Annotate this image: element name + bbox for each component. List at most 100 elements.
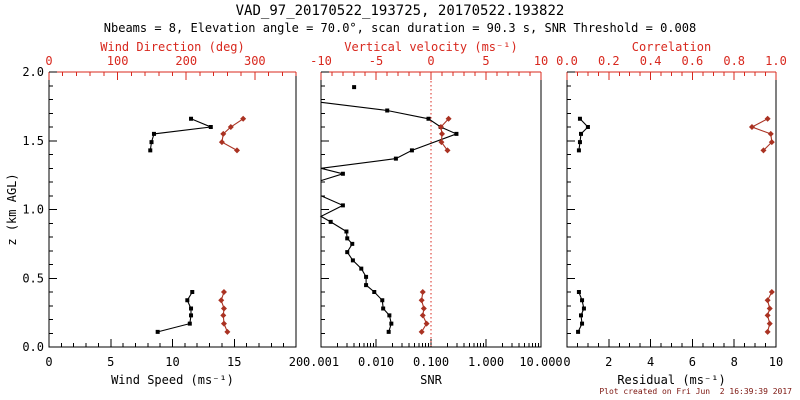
- correlation-point: [764, 312, 771, 319]
- svg-text:10: 10: [769, 355, 783, 369]
- snr-point: [372, 290, 377, 294]
- snr-point: [344, 229, 349, 234]
- plot-title: VAD_97_20170522_193725, 20170522.193822: [235, 3, 565, 19]
- residual-point: [579, 313, 584, 318]
- wind-direction-point: [220, 289, 227, 295]
- wind-speed-point: [148, 148, 153, 153]
- svg-text:0.001: 0.001: [303, 355, 339, 369]
- wind-direction-point: [233, 147, 240, 154]
- correlation-point: [748, 124, 755, 130]
- residual-point: [580, 298, 585, 303]
- svg-text:300: 300: [244, 54, 266, 68]
- correlation-point: [764, 328, 771, 335]
- vertical-velocity-point: [437, 124, 444, 130]
- residual-point: [579, 131, 584, 136]
- svg-text:Residual (ms⁻¹): Residual (ms⁻¹): [617, 373, 725, 387]
- correlation-point: [764, 115, 771, 122]
- snr-point: [345, 236, 350, 241]
- wind-speed-point: [149, 140, 154, 145]
- vertical-velocity-point: [438, 139, 445, 146]
- correlation-point: [766, 305, 773, 312]
- svg-text:20: 20: [289, 355, 303, 369]
- wind-direction-point: [227, 124, 234, 130]
- wind-direction-point: [220, 305, 227, 312]
- snr-point: [364, 274, 369, 279]
- snr-point: [364, 283, 369, 288]
- svg-text:5: 5: [482, 54, 489, 68]
- svg-text:Correlation: Correlation: [632, 40, 711, 54]
- residual-point: [577, 116, 582, 121]
- svg-text:0: 0: [563, 355, 570, 369]
- snr-point: [359, 266, 364, 271]
- vertical-velocity-point: [418, 328, 425, 335]
- wind-speed-point: [185, 298, 190, 303]
- svg-text:0.4: 0.4: [640, 54, 662, 68]
- svg-text:SNR: SNR: [420, 373, 442, 387]
- snr-point: [386, 329, 391, 334]
- snr-series: [319, 85, 459, 334]
- correlation-point: [760, 147, 767, 154]
- correlation-point: [766, 320, 773, 327]
- correlation-point: [768, 139, 775, 146]
- wind-direction-point: [220, 312, 227, 319]
- svg-text:Wind Speed (ms⁻¹): Wind Speed (ms⁻¹): [111, 373, 234, 387]
- svg-text:0.6: 0.6: [682, 54, 704, 68]
- residual-point: [581, 306, 586, 311]
- panel-residual-panel: 0.0 0.2 0.4 0.6 0.8 1.0 Correlation 0 2 4 6 8 10 Resi…: [556, 40, 787, 387]
- svg-text:0.5: 0.5: [22, 271, 44, 285]
- svg-text:Wind Direction (deg): Wind Direction (deg): [100, 40, 245, 54]
- residual-point: [580, 321, 585, 326]
- correlation-point: [768, 289, 775, 295]
- vertical-velocity-point: [420, 305, 427, 312]
- svg-text:0: 0: [45, 355, 52, 369]
- svg-text:1.000: 1.000: [468, 355, 504, 369]
- vertical-velocity-point: [445, 115, 452, 122]
- svg-text:z (km AGL): z (km AGL): [5, 173, 19, 245]
- wind-speed-point: [189, 313, 194, 318]
- wind-direction-point: [220, 320, 227, 327]
- snr-point: [345, 250, 350, 255]
- svg-text:Vertical velocity (ms⁻¹): Vertical velocity (ms⁻¹): [344, 40, 517, 54]
- snr-point: [387, 313, 392, 318]
- svg-text:1.0: 1.0: [765, 54, 787, 68]
- svg-text:8: 8: [731, 355, 738, 369]
- svg-text:10: 10: [165, 355, 179, 369]
- svg-text:1.0: 1.0: [22, 203, 44, 217]
- svg-text:10: 10: [534, 54, 548, 68]
- vertical-velocity-point: [419, 312, 426, 319]
- svg-text:0.8: 0.8: [723, 54, 745, 68]
- correlation-series: [748, 115, 775, 335]
- snr-point: [350, 241, 355, 246]
- snr-point: [381, 306, 386, 311]
- snr-point: [389, 321, 394, 326]
- vertical-velocity-series: [418, 115, 452, 335]
- vertical-velocity-point: [419, 289, 426, 295]
- wind-speed-point: [189, 306, 194, 311]
- wind-speed-point: [151, 131, 156, 136]
- wind-direction-point: [218, 139, 225, 146]
- vertical-velocity-point: [444, 147, 451, 154]
- wind-direction-point: [220, 130, 227, 137]
- svg-text:2: 2: [605, 355, 612, 369]
- wind-direction-series: [218, 115, 247, 335]
- residual-point: [576, 148, 581, 153]
- snr-point: [393, 156, 398, 161]
- svg-text:5: 5: [107, 355, 114, 369]
- wind-speed-point: [155, 329, 160, 334]
- svg-text:2.0: 2.0: [22, 65, 44, 79]
- snr-point: [340, 171, 345, 176]
- svg-text:1.5: 1.5: [22, 134, 44, 148]
- residual-point: [577, 140, 582, 145]
- svg-text:4: 4: [647, 355, 654, 369]
- wind-direction-point: [218, 297, 225, 304]
- wind-speed-point: [189, 116, 194, 121]
- vertical-velocity-point: [423, 320, 430, 327]
- svg-text:100: 100: [107, 54, 129, 68]
- snr-point: [385, 108, 390, 113]
- snr-point: [380, 298, 385, 303]
- residual-point: [585, 125, 590, 129]
- snr-point: [352, 85, 357, 90]
- correlation-point: [764, 297, 771, 304]
